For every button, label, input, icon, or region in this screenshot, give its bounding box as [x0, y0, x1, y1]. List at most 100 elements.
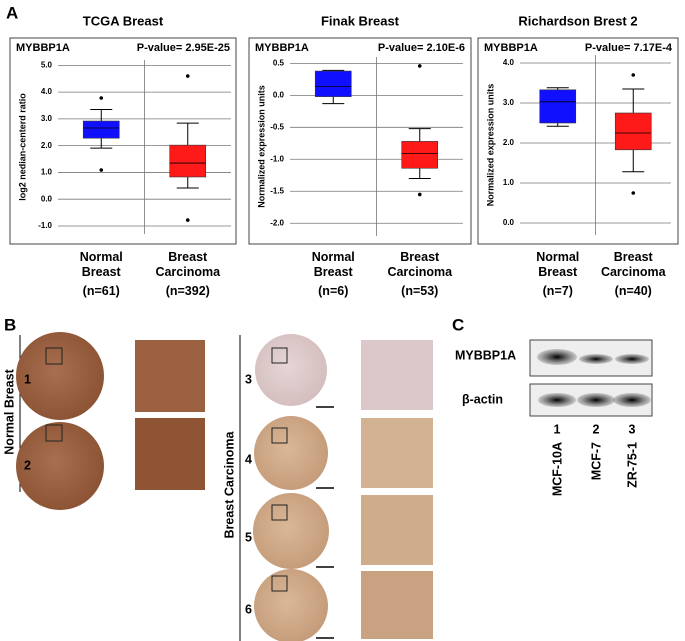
y-tick-label: -1.0: [270, 154, 284, 163]
zoom-box: [271, 575, 288, 592]
box: [82, 120, 120, 139]
outlier: [185, 74, 190, 78]
sample-size: (n=61): [82, 284, 120, 298]
lane-number: 2: [593, 422, 600, 436]
lane-number: 1: [554, 422, 561, 436]
cell-line: MCF-10A: [550, 442, 564, 496]
y-tick-label: 1.0: [41, 168, 53, 177]
zoom-image: [361, 418, 433, 488]
y-tick-label: 2.0: [41, 141, 53, 150]
protein-label: MYBBP1A: [455, 348, 516, 362]
y-axis-label: log2 nedian-centerd ratio: [17, 93, 27, 201]
tissue-core: [16, 422, 104, 510]
category-label: Normal Breast: [79, 250, 123, 279]
lane-number: 3: [629, 422, 636, 436]
group-label: Normal Breast: [2, 368, 16, 454]
sample-number: 5: [245, 530, 252, 544]
y-tick-label: -2.0: [270, 218, 284, 227]
outlier: [631, 73, 636, 77]
y-tick-label: -1.0: [38, 221, 52, 230]
box: [314, 70, 352, 97]
y-tick-label: 3.0: [41, 114, 53, 123]
outlier: [417, 192, 422, 197]
band: [537, 349, 577, 365]
gene-label: MYBBP1A: [16, 42, 70, 54]
cell-line: MCF-7: [589, 442, 603, 480]
zoom-box: [271, 504, 288, 521]
sample-number: 1: [24, 372, 31, 386]
y-tick-label: -0.5: [270, 122, 284, 131]
plot-frame: [248, 37, 472, 245]
sample-size: (n=392): [165, 284, 210, 298]
p-value: P-value= 2.10E-6: [378, 42, 465, 54]
outlier: [99, 168, 104, 172]
category-label: Breast Carcinoma: [387, 250, 453, 279]
y-tick-label: 4.0: [41, 87, 53, 96]
outlier: [185, 218, 190, 222]
sample-size: (n=53): [401, 284, 439, 298]
zoom-box: [45, 347, 63, 365]
box: [169, 144, 207, 178]
sample-size: (n=6): [318, 284, 349, 298]
tissue-core: [253, 493, 329, 569]
y-tick-label: 5.0: [41, 60, 53, 69]
category-label: Normal Breast: [311, 250, 355, 279]
y-tick-label: 3.0: [503, 98, 515, 107]
p-value: P-value= 7.17E-4: [585, 42, 673, 54]
panel-label: C: [452, 315, 464, 334]
tissue-core: [255, 334, 327, 406]
sample-number: 2: [24, 458, 31, 472]
gene-label: MYBBP1A: [255, 42, 309, 54]
band: [538, 393, 576, 407]
zoom-image: [361, 571, 433, 639]
chart-title: TCGA Breast: [83, 13, 164, 28]
y-tick-label: 0.0: [41, 194, 53, 203]
tissue-core: [254, 416, 328, 490]
chart-title: Finak Breast: [321, 13, 400, 28]
zoom-image: [135, 418, 205, 490]
band: [613, 393, 651, 407]
y-tick-label: 1.0: [503, 178, 515, 187]
sample-number: 6: [245, 602, 252, 616]
box: [614, 112, 652, 151]
outlier: [417, 64, 422, 68]
y-tick-label: -1.5: [270, 186, 284, 195]
y-tick-label: 0.5: [273, 59, 285, 68]
sample-number: 4: [245, 452, 252, 466]
gene-label: MYBBP1A: [484, 42, 538, 54]
sample-size: (n=7): [542, 284, 573, 298]
band: [579, 354, 613, 364]
band: [577, 393, 615, 407]
zoom-box: [45, 424, 63, 442]
p-value: P-value= 2.95E-25: [137, 42, 230, 54]
panel-label: A: [6, 3, 18, 22]
category-label: Breast Carcinoma: [600, 250, 666, 279]
box: [401, 141, 439, 169]
band: [615, 354, 649, 364]
y-tick-label: 0.0: [503, 218, 515, 227]
plot-frame: [477, 37, 679, 245]
tissue-core: [16, 332, 104, 420]
sample-size: (n=40): [614, 284, 652, 298]
zoom-image: [135, 340, 205, 412]
zoom-image: [361, 495, 433, 565]
tissue-core: [254, 569, 328, 641]
plot-frame: [9, 37, 237, 245]
zoom-image: [361, 340, 433, 410]
zoom-box: [271, 347, 288, 364]
y-tick-label: 0.0: [273, 90, 285, 99]
protein-label: β-actin: [462, 392, 503, 406]
box: [539, 89, 577, 124]
tissue-images: [16, 332, 433, 641]
outlier: [631, 191, 636, 195]
category-label: Breast Carcinoma: [155, 250, 221, 279]
y-axis-label: Normalized expression units: [485, 84, 495, 207]
cell-line: ZR-75-1: [625, 442, 639, 488]
outlier: [99, 96, 104, 100]
group-label: Breast Carcinoma: [222, 430, 236, 538]
chart-title: Richardson Brest 2: [518, 13, 637, 28]
y-axis-label: Normalized expression units: [256, 85, 266, 208]
category-label: Normal Breast: [536, 250, 580, 279]
zoom-box: [271, 427, 288, 444]
